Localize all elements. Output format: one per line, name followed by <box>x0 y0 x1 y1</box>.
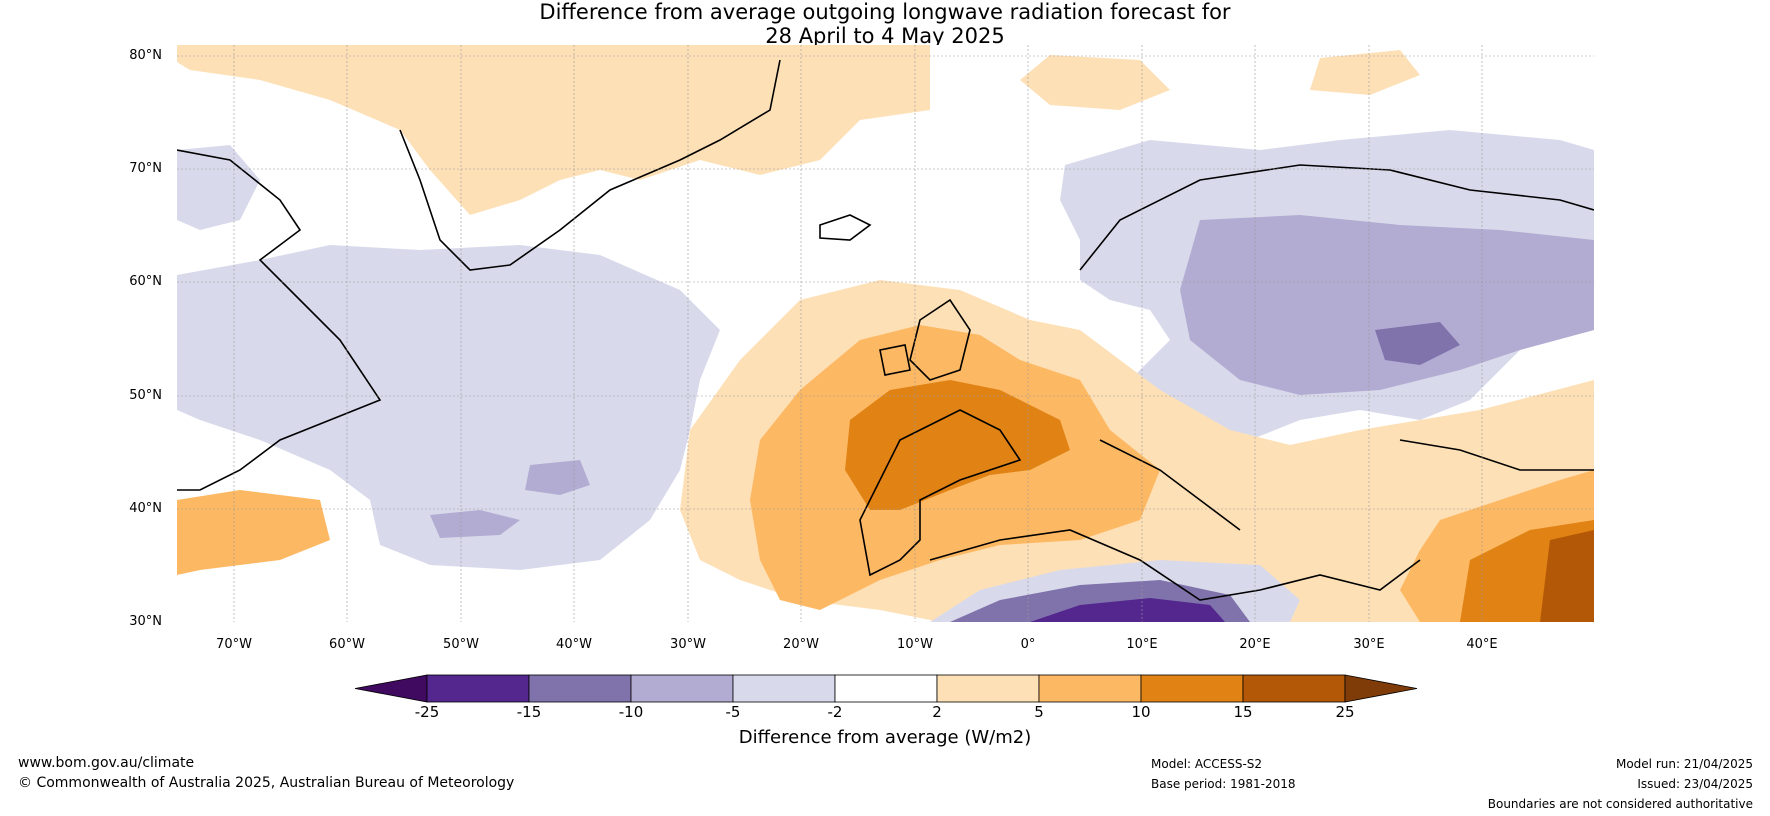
lon-label-0: 0° <box>1020 637 1036 652</box>
colorbar-tick: -5 <box>725 703 741 721</box>
colorbar-tick: -25 <box>414 703 440 721</box>
region-southwest-positive <box>177 490 330 575</box>
lat-label-50n: 50°N <box>129 388 162 403</box>
colorbar-tick: -2 <box>827 703 843 721</box>
colorbar <box>354 674 1418 703</box>
lon-label-70w: 70°W <box>216 637 252 652</box>
colorbar-tick: 15 <box>1233 703 1253 721</box>
colorbar-extend-low <box>354 674 428 703</box>
coastlines <box>177 59 1594 601</box>
colorbar-label: Difference from average (W/m2) <box>738 727 1032 748</box>
colorbar-segment <box>1140 674 1244 703</box>
graticule <box>177 45 1594 622</box>
footer-model-run: Model run: 21/04/2025 <box>1615 757 1753 771</box>
lon-label-40e: 40°E <box>1466 637 1498 652</box>
colorbar-segment <box>630 674 734 703</box>
lon-label-30w: 30°W <box>670 637 706 652</box>
region-africa-negative-strong <box>1030 598 1225 622</box>
region-greenland-positive <box>177 45 930 215</box>
lon-label-20w: 20°W <box>783 637 819 652</box>
region-russia-core-negative <box>1375 322 1460 365</box>
colorbar-segment <box>426 674 530 703</box>
region-mideast-core <box>1540 530 1594 622</box>
lon-label-40w: 40°W <box>556 637 592 652</box>
title-line-2: 28 April to 4 May 2025 <box>765 24 1005 48</box>
region-russia-negative <box>1180 215 1594 395</box>
lat-label-70n: 70°N <box>129 161 162 176</box>
lon-label-50w: 50°W <box>443 637 479 652</box>
footer-model: Model: ACCESS-S2 <box>1151 757 1263 771</box>
footer-base-period: Base period: 1981-2018 <box>1151 777 1296 791</box>
colorbar-segment <box>528 674 632 703</box>
colorbar-tick: 2 <box>932 703 942 721</box>
lat-label-40n: 40°N <box>129 501 162 516</box>
colorbar-extend-high <box>1344 674 1418 703</box>
region-baffin-negative <box>177 145 260 230</box>
colorbar-segment <box>834 674 938 703</box>
colorbar-segment <box>1038 674 1142 703</box>
lat-label-30n: 30°N <box>129 614 162 629</box>
region-svalbard-positive <box>1310 50 1420 95</box>
footer-issued: Issued: 23/04/2025 <box>1637 777 1753 791</box>
colorbar-tick: -10 <box>618 703 644 721</box>
title-line-1: Difference from average outgoing longwav… <box>539 0 1231 24</box>
footer-disclaimer: Boundaries are not considered authoritat… <box>1487 797 1753 811</box>
colorbar-tick: -15 <box>516 703 542 721</box>
colorbar-segment <box>732 674 836 703</box>
region-atlantic-core-b <box>430 510 520 538</box>
region-europe-positive-strong <box>845 380 1070 510</box>
colorbar-tick: 10 <box>1131 703 1151 721</box>
lon-label-30e: 30°E <box>1353 637 1385 652</box>
colorbar-segment <box>1242 674 1346 703</box>
colorbar-tick: 5 <box>1034 703 1044 721</box>
lon-label-10w: 10°W <box>897 637 933 652</box>
footer-copyright: © Commonwealth of Australia 2025, Austra… <box>18 775 515 791</box>
lon-label-10e: 10°E <box>1126 637 1158 652</box>
chart-title: Difference from average outgoing longwav… <box>0 0 1770 48</box>
region-atlantic-negative <box>177 245 720 570</box>
lon-label-60w: 60°W <box>329 637 365 652</box>
lat-label-60n: 60°N <box>129 274 162 289</box>
region-arctic-positive <box>1020 55 1170 110</box>
colorbar-segment <box>936 674 1040 703</box>
anomaly-field <box>177 45 1594 622</box>
colorbar-tick: 25 <box>1335 703 1355 721</box>
lon-label-20e: 20°E <box>1239 637 1271 652</box>
lat-label-80n: 80°N <box>129 48 162 63</box>
footer-website: www.bom.gov.au/climate <box>18 755 195 771</box>
